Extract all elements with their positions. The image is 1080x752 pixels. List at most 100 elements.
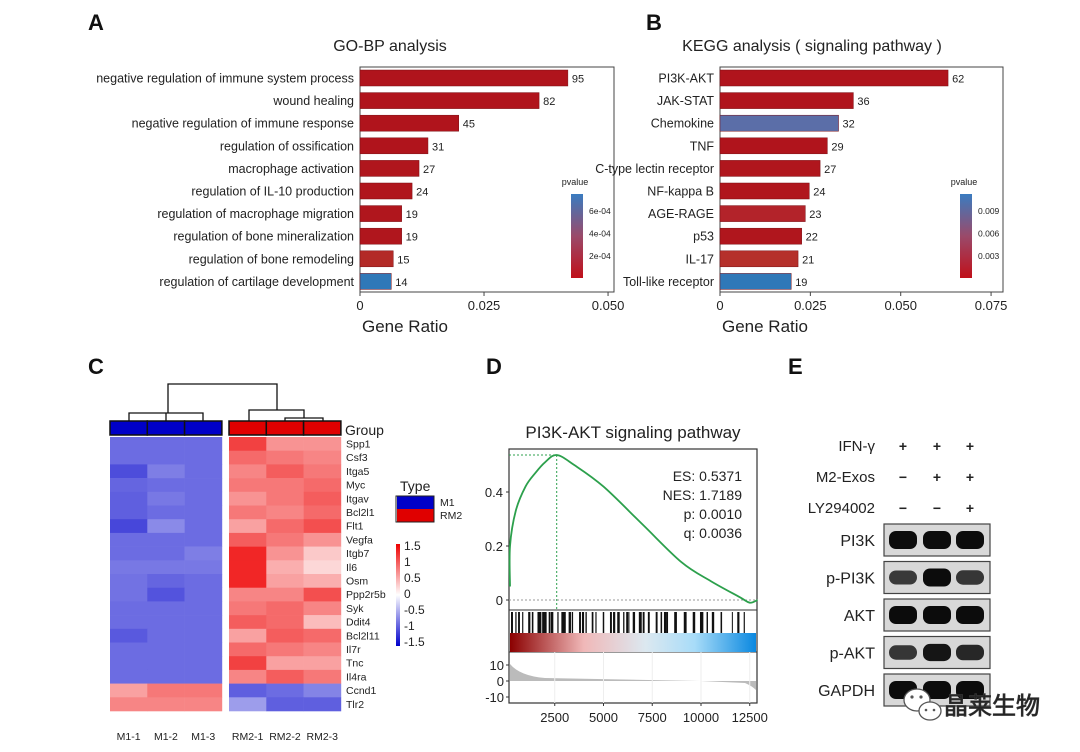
heatmap-cell xyxy=(303,628,342,643)
heatmap-cell xyxy=(184,491,223,506)
group-label: Group xyxy=(345,422,384,438)
heatmap-cell xyxy=(110,560,148,575)
heatmap-cell xyxy=(184,628,223,643)
protein-band xyxy=(923,531,951,549)
heatmap-cell xyxy=(184,574,223,588)
heatmap-cell xyxy=(147,437,185,451)
heatmap-cell xyxy=(266,505,304,520)
panel-e-western-blot: IFN-γ + + + M2-Exos − + + LY294002 − − + PI3K p-PI3K A… xyxy=(808,438,991,707)
blot-label: AKT xyxy=(844,608,875,625)
ranked-list-tick-label: -10 xyxy=(485,690,504,705)
x-tick-label: 0.050 xyxy=(592,298,625,313)
heatmap-cell xyxy=(303,587,342,602)
bar xyxy=(359,250,394,268)
heatmap-cell xyxy=(303,642,342,657)
category-label: regulation of ossification xyxy=(220,139,354,153)
x-tick-label: 0.025 xyxy=(794,298,827,313)
watermark: 晶莱生物 xyxy=(903,688,1040,721)
legend-entry-label: RM2 xyxy=(440,510,462,522)
gene-hit-bar xyxy=(628,612,630,633)
treatment-sign: + xyxy=(966,500,974,516)
group-annotation-cell xyxy=(146,420,186,436)
bar xyxy=(359,205,402,222)
bar xyxy=(719,69,949,87)
bar-value-label: 82 xyxy=(543,96,555,108)
treatment-label: IFN-γ xyxy=(838,438,875,455)
legend-tick-label: 0.006 xyxy=(978,229,1000,239)
bar-value-label: 36 xyxy=(857,96,869,108)
bar xyxy=(719,92,854,109)
x-tick-label: 0.075 xyxy=(975,298,1008,313)
heatmap-cell xyxy=(303,669,342,684)
group-annotation-cell xyxy=(302,420,342,436)
category-label: NF-kappa B xyxy=(647,185,714,199)
heatmap-cell xyxy=(184,615,223,630)
legend-tick-label: 0.009 xyxy=(978,206,1000,216)
gene-hit-bar xyxy=(585,612,587,633)
category-label: macrophage activation xyxy=(228,162,354,176)
treatment-sign: + xyxy=(933,469,941,485)
gene-hit-bar xyxy=(720,612,723,633)
heatmap-cell xyxy=(110,683,148,698)
heatmap-cell xyxy=(147,478,185,493)
bar xyxy=(359,114,459,132)
heatmap-cell xyxy=(184,478,223,493)
plot-frame xyxy=(359,66,615,293)
heatmap-cell xyxy=(303,491,342,506)
heatmap-cell xyxy=(303,656,342,671)
bar-value-label: 95 xyxy=(572,74,584,86)
legend-tick-label: 2e-04 xyxy=(589,251,611,261)
heatmap-cell xyxy=(110,574,148,588)
gene-label: Itgav xyxy=(346,493,370,505)
heatmap-cell xyxy=(229,505,267,520)
treatment-sign: + xyxy=(899,438,907,454)
bar xyxy=(359,69,569,87)
sample-label: RM2-2 xyxy=(269,731,301,743)
category-label: AGE-RAGE xyxy=(648,207,714,221)
heatmap-cell xyxy=(266,532,304,547)
heatmap-cell xyxy=(229,615,267,630)
y-tick-label: 0 xyxy=(496,593,503,608)
bar-value-label: 23 xyxy=(809,209,821,221)
gene-hit-bar xyxy=(548,612,551,633)
bar xyxy=(359,160,420,177)
bar xyxy=(359,273,392,290)
gene-label: Tlr2 xyxy=(346,699,364,711)
x-axis-label: Gene Ratio xyxy=(722,317,808,336)
heatmap-cell xyxy=(184,464,223,479)
heatmap-cell xyxy=(184,642,223,657)
heatmap-cell xyxy=(184,450,223,465)
chart-title: PI3K-AKT signaling pathway xyxy=(525,423,741,442)
heatmap-cell xyxy=(266,574,304,588)
panel-label-c: C xyxy=(88,354,104,379)
heatmap-cell xyxy=(266,450,304,465)
gene-label: Tnc xyxy=(346,658,364,670)
bar-value-label: 31 xyxy=(432,141,444,153)
rank-color-bar xyxy=(510,633,756,652)
protein-band xyxy=(889,531,917,549)
gene-label: Il7r xyxy=(346,644,361,656)
gene-label: Osm xyxy=(346,576,368,588)
heatmap-cell xyxy=(266,478,304,493)
heatmap-cell xyxy=(303,505,342,520)
heatmap-cell xyxy=(184,532,223,547)
category-label: TNF xyxy=(690,139,715,153)
heatmap-cell xyxy=(266,546,304,561)
legend-entry-label: M1 xyxy=(440,497,455,509)
bar-value-label: 22 xyxy=(806,232,818,244)
heatmap-cell xyxy=(229,587,267,602)
treatment-sign: + xyxy=(966,469,974,485)
category-label: Toll-like receptor xyxy=(623,275,714,289)
heatmap-cell xyxy=(266,464,304,479)
heatmap-cell xyxy=(229,669,267,684)
heatmap-cell xyxy=(266,491,304,506)
bar-value-label: 27 xyxy=(423,164,435,176)
group-annotation-cell xyxy=(265,420,305,436)
heatmap-cell xyxy=(110,587,148,602)
panel-label-b: B xyxy=(646,10,662,35)
gene-hit-bar xyxy=(515,612,517,633)
gene-label: Csf3 xyxy=(346,452,368,464)
ranked-list-tick-label: 10 xyxy=(490,658,504,673)
colorbar-tick-label: -1 xyxy=(404,619,415,633)
